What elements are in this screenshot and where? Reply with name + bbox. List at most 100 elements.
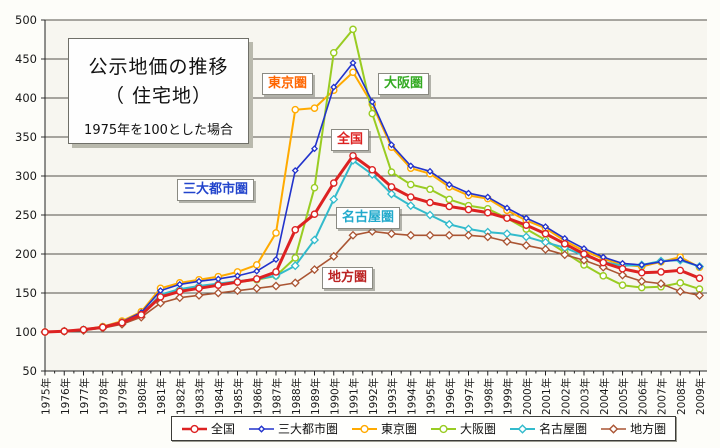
marker-osaka-area [676,279,685,287]
y-tick-label-300: 300 [15,169,37,183]
marker-nationwide [310,210,319,219]
marker-three-metro-areas [349,59,357,67]
x-tick-label-2005: 2005年 [617,378,630,415]
legend-marker-osaka-area-icon [431,424,457,433]
y-tick-label-450: 450 [15,52,37,66]
legend-marker-regional-areas-icon [601,423,627,434]
marker-nationwide [426,198,434,207]
marker-tokyo-area [310,104,319,112]
marker-regional-areas [194,290,204,300]
marker-three-metro-areas [291,167,299,175]
marker-nationwide [406,193,415,201]
marker-osaka-area [387,168,396,176]
marker-nationwide [156,293,165,301]
marker-regional-areas [656,279,666,289]
x-tick-label-2003: 2003年 [579,378,592,415]
legend-label-nationwide: 全国 [211,422,236,436]
x-tick-label-1987: 1987年 [271,378,284,415]
x-tick-label-1978: 1978年 [97,378,110,415]
marker-three-metro-areas [387,141,396,149]
x-tick-label-1984: 1984年 [213,378,226,415]
marker-regional-areas [386,229,397,239]
marker-regional-areas [675,286,685,296]
x-tick-label-1985: 1985年 [232,378,245,415]
osaka-area-label: 大阪圏 [378,73,430,95]
marker-three-metro-areas [657,258,665,266]
marker-nationwide [79,325,88,334]
marker-nagoya-area [444,219,454,229]
marker-three-metro-areas [407,162,415,170]
marker-osaka-area [599,272,608,280]
x-tick-label-1988: 1988年 [290,378,303,415]
x-tick-label-1976: 1976年 [59,378,72,415]
marker-regional-areas [367,226,377,236]
y-tick-label-500: 500 [15,13,37,27]
marker-nagoya-area [290,261,300,271]
marker-nationwide [175,287,184,296]
marker-nagoya-area [521,232,531,242]
marker-osaka-area [349,25,357,34]
marker-three-metro-areas [426,167,434,175]
y-tick-label-150: 150 [15,286,37,300]
marker-regional-areas [463,230,474,240]
x-tick-label-1996: 1996年 [444,378,457,415]
x-tick-label-1992: 1992年 [367,378,380,415]
marker-nationwide [272,268,280,276]
legend-label-nagoya-area: 名古屋圏 [539,422,588,436]
marker-nationwide [464,205,473,214]
marker-regional-areas [598,262,608,272]
marker-three-metro-areas [464,189,473,197]
nagoya-area-label: 名古屋圏 [336,207,401,229]
marker-osaka-area [618,281,627,290]
marker-osaka-area [310,183,319,192]
marker-osaka-area [445,195,454,204]
x-tick-label-2009: 2009年 [694,378,707,415]
marker-regional-areas [540,244,551,254]
marker-regional-areas [483,232,493,242]
marker-regional-areas [290,278,300,288]
marker-osaka-area [426,185,434,194]
x-tick-label-1993: 1993年 [386,378,399,415]
marker-nationwide [118,318,126,327]
x-tick-label-2007: 2007年 [656,378,669,415]
marker-three-metro-areas [195,277,203,285]
marker-tokyo-area [272,229,280,237]
x-tick-label-1979: 1979年 [117,378,130,415]
x-tick-label-2002: 2002年 [559,378,572,415]
legend-marker-nagoya-area-icon [510,423,536,434]
y-tick-label-400: 400 [15,91,37,105]
marker-regional-areas [348,230,358,240]
marker-nagoya-area [309,235,320,245]
legend-item-regional-areas: 地方圏 [600,420,666,437]
marker-nagoya-area [425,210,435,220]
marker-regional-areas [252,283,262,293]
x-tick-label-1991: 1991年 [348,378,361,415]
marker-osaka-area [291,254,300,262]
marker-regional-areas [502,237,512,247]
marker-three-metro-areas [484,193,492,201]
marker-nagoya-area [329,194,339,204]
x-tick-label-1983: 1983年 [194,378,207,415]
x-tick-label-2004: 2004年 [598,378,611,415]
marker-nationwide [541,229,550,238]
marker-nationwide [252,275,261,283]
marker-nationwide [483,208,492,217]
y-tick-label-200: 200 [15,247,37,261]
legend-label-tokyo-area: 東京圏 [381,422,418,436]
y-tick-label-350: 350 [15,130,37,144]
marker-three-metro-areas [310,145,319,153]
marker-regional-areas [271,281,281,291]
legend-item-nationwide: 全国 [181,420,235,437]
chart-subtitle: 1975年を100とした場合 [84,123,233,138]
marker-regional-areas [309,265,320,275]
marker-three-metro-areas [638,261,646,269]
chart-title-line2: （ 住宅地） [104,85,213,107]
regional-areas-label: 地方圏 [322,267,374,289]
x-tick-label-2000: 2000年 [521,378,534,415]
legend-marker-nationwide-icon [182,424,207,433]
marker-nationwide [137,311,146,319]
marker-nationwide [195,284,203,293]
marker-tokyo-area [252,261,261,269]
marker-three-metro-areas [176,280,184,288]
marker-nationwide [368,165,377,174]
